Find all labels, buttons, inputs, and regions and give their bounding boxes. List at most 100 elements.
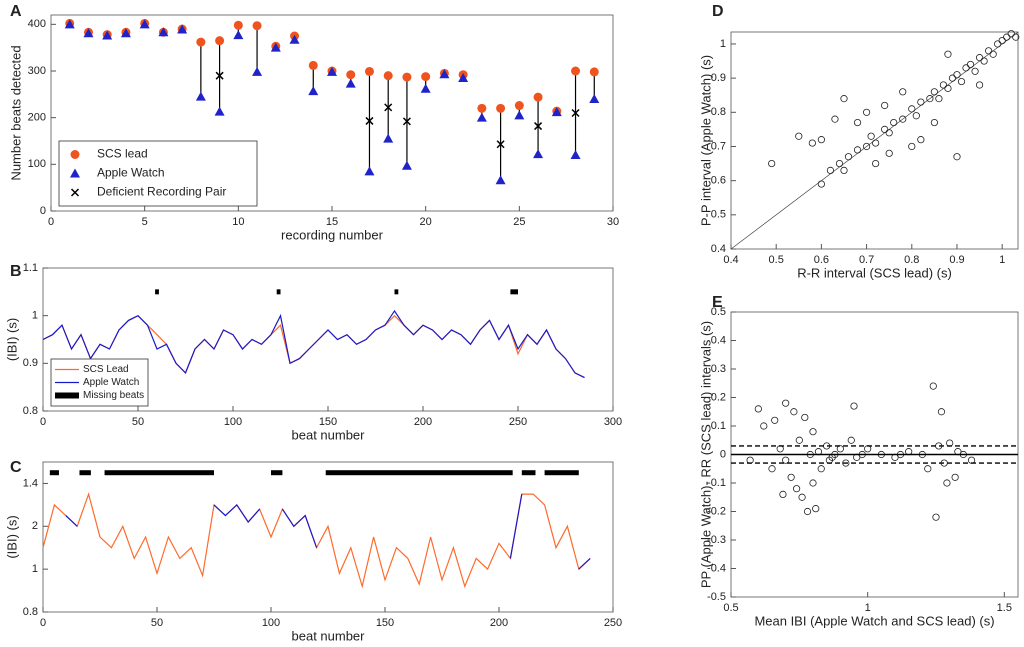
y-tick-label: 1.1 [23,262,38,274]
missing-beats-bar [521,470,536,476]
point [924,465,932,473]
x-tick-label: 150 [319,416,337,428]
x-tick-label: 0.9 [949,254,964,266]
point [1003,33,1011,41]
point [327,66,337,76]
point [926,95,934,103]
y-tick-label: 0.2 [711,391,726,403]
x-tick-label: 0 [48,216,54,228]
point [872,159,880,168]
y-tick-label: 0.9 [23,357,38,369]
x-tick-label: 50 [132,416,144,428]
point [930,118,938,127]
y-tick-label: 0 [40,205,46,217]
y-tick-label: 300 [28,65,46,77]
plot-area [42,461,614,613]
y-tick-label: 0.1 [711,420,726,432]
panel-label: B [10,263,22,280]
x-tick-label: 0 [40,416,46,428]
y-tick-label: 0.8 [711,106,726,118]
point [899,115,907,123]
point [476,112,487,122]
point [817,180,825,188]
point [932,513,940,521]
point [908,142,916,151]
point [496,103,506,113]
x-tick-label: 0.4 [723,254,738,266]
point [842,459,850,467]
point [420,83,431,93]
y-tick-label: 0.5 [711,306,726,318]
point [215,36,225,46]
missing-beats-bar [49,470,59,476]
x-tick-label: 15 [326,216,338,228]
x-tick-label: 0.6 [814,254,829,266]
y-tick-label: 0.5 [711,209,726,221]
y-axis-label: PP (Apple Watch)- RR (SCS lead) interval… [698,321,713,588]
x-tick-label: 50 [151,617,163,629]
missing-beats-bar [276,289,281,295]
point [102,30,113,40]
missing-beats-bar [271,470,283,476]
point [771,416,779,424]
point [899,88,907,96]
legend-swatch [55,392,79,399]
legend-swatch [70,188,80,197]
point [885,149,893,157]
point [971,67,979,75]
point [881,101,889,110]
point [801,413,809,422]
point [495,175,506,185]
series-line [42,309,585,379]
point [402,117,411,126]
point [439,69,450,79]
point [917,136,925,144]
panel-label: C [10,459,22,476]
x-tick-label: 250 [509,416,527,428]
y-tick-label: -0.1 [707,477,726,489]
point [953,153,961,161]
legend-swatch [70,150,80,159]
y-tick-label: -0.2 [707,505,726,517]
point [383,71,393,81]
point [809,428,817,436]
point [346,70,356,80]
point [345,78,356,88]
y-tick-label: 1 [32,563,38,575]
point [812,505,820,513]
x-tick-label: 5 [142,216,148,228]
y-tick-label: 1.4 [23,477,38,489]
point [139,19,150,29]
point [768,465,776,473]
point [514,101,524,111]
x-tick-label: 25 [513,216,525,228]
point [790,408,798,416]
point [158,27,169,37]
legend-label: Deficient Recording Pair [97,185,226,199]
point [809,479,817,487]
point [853,118,862,127]
y-tick-label: 400 [28,18,46,30]
point [795,436,803,444]
point [421,72,431,82]
point [862,142,871,151]
point [571,66,581,76]
point [233,20,243,30]
legend-label: Missing beats [83,390,144,401]
point [962,64,970,72]
missing-beats-bar [510,289,518,295]
point [383,133,394,143]
x-tick-label: 0.5 [723,602,738,614]
point [1007,30,1015,38]
point [917,98,925,106]
x-tick-label: 100 [262,617,280,629]
y-tick-label: 2 [32,520,38,532]
point [196,37,206,47]
x-tick-label: 0.7 [859,254,874,266]
point [847,436,855,444]
point [998,36,1006,45]
point [402,72,412,82]
point [589,67,599,77]
point [957,77,966,86]
